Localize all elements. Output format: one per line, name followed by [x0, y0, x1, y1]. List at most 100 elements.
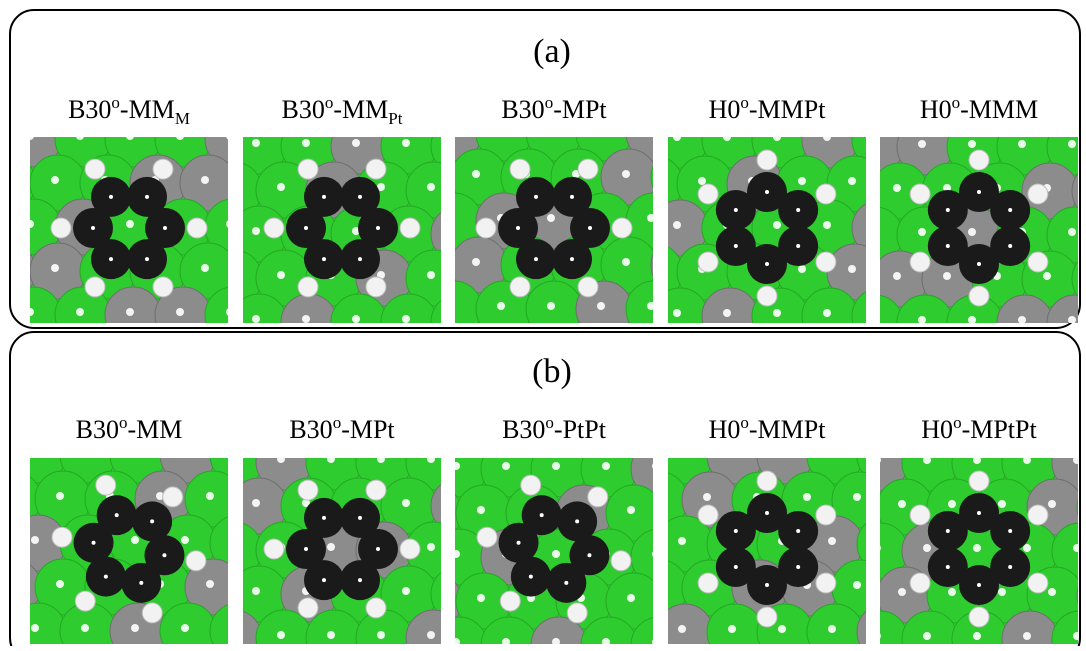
pt-atom	[627, 68, 683, 124]
atom-highlight	[698, 89, 706, 97]
atom-highlight	[734, 529, 738, 533]
atom-highlight	[327, 543, 335, 551]
atom-highlight	[402, 499, 410, 507]
atom-highlight	[653, 405, 661, 413]
atom-highlight	[227, 543, 235, 551]
title-sub: M	[175, 109, 190, 128]
title-sup: o	[545, 93, 554, 112]
atom-highlight	[115, 513, 119, 517]
atom-highlight	[652, 462, 660, 470]
atom-highlight	[81, 448, 89, 456]
panel-label: (b)	[532, 353, 572, 390]
atom-highlight	[968, 140, 976, 148]
atom-highlight	[1, 176, 9, 184]
hydrogen-atom	[969, 150, 989, 170]
pt-atom	[1077, 479, 1086, 535]
atom-highlight	[678, 449, 686, 457]
atom-highlight	[109, 257, 113, 261]
atom-highlight	[828, 537, 836, 545]
hydrogen-atom	[500, 591, 520, 611]
title-rest: -MPt	[553, 95, 607, 124]
atom-highlight	[277, 271, 285, 279]
pt-atom	[185, 383, 241, 439]
metal-atom	[0, 427, 16, 483]
title-main: B30	[68, 95, 111, 124]
pt-atom	[651, 61, 707, 117]
atom-highlight	[898, 500, 906, 508]
pt-atom	[235, 383, 291, 439]
atom-highlight	[873, 221, 881, 229]
atom-highlight	[868, 316, 876, 324]
atom-highlight	[968, 228, 976, 236]
title-main: H0	[920, 95, 952, 124]
atom-highlight	[923, 456, 931, 464]
atom-highlight	[145, 195, 149, 199]
atom-highlight	[878, 449, 886, 457]
atom-highlight	[56, 492, 64, 500]
structure-title: B30o-MPt	[501, 93, 607, 124]
atom-highlight	[150, 519, 154, 523]
pt-atom	[606, 397, 662, 453]
atom-highlight	[977, 583, 981, 587]
pt-atom	[381, 294, 437, 350]
atom-highlight	[502, 638, 510, 646]
atom-highlight	[828, 625, 836, 633]
atom-highlight	[377, 455, 385, 463]
atom-highlight	[653, 581, 661, 589]
hydrogen-atom	[611, 551, 631, 571]
structure-title: B30o-MPt	[289, 413, 395, 444]
atom-highlight	[898, 588, 906, 596]
panel-label: (a)	[533, 33, 571, 70]
atom-highlight	[304, 226, 308, 230]
atom-highlight	[648, 89, 656, 97]
hydrogen-atom	[757, 471, 777, 491]
atom-highlight	[427, 271, 435, 279]
atom-highlight	[226, 132, 234, 140]
title-rest: -MMM	[960, 95, 1038, 124]
atom-highlight	[56, 580, 64, 588]
atom-highlight	[402, 587, 410, 595]
pt-atom	[406, 74, 462, 130]
metal-atom	[281, 294, 337, 350]
hydrogen-atom	[969, 286, 989, 306]
metal-atom	[1077, 567, 1086, 623]
hydrogen-atom	[400, 218, 420, 238]
hydrogen-atom	[85, 277, 105, 297]
title-rest: -PtPt	[554, 415, 607, 444]
atom-highlight	[252, 587, 260, 595]
atom-highlight	[522, 82, 530, 90]
atom-highlight	[201, 176, 209, 184]
atom-highlight	[126, 220, 134, 228]
atom-highlight	[252, 139, 260, 147]
atom-highlight	[653, 493, 661, 501]
metal-atom	[105, 287, 161, 343]
atom-highlight	[1023, 632, 1031, 640]
atom-highlight	[973, 632, 981, 640]
atom-highlight	[977, 262, 981, 266]
atom-highlight	[1023, 456, 1031, 464]
atom-highlight	[622, 258, 630, 266]
atom-highlight	[873, 309, 881, 317]
atom-highlight	[898, 412, 906, 420]
atom-highlight	[628, 449, 636, 457]
atom-highlight	[673, 133, 681, 141]
pt-atom	[230, 67, 286, 123]
structure-title: B30o-PtPt	[502, 413, 607, 444]
atom-highlight	[402, 139, 410, 147]
hydrogen-atom	[186, 551, 206, 571]
atom-highlight	[973, 456, 981, 464]
hydrogen-atom	[757, 150, 777, 170]
atom-highlight	[973, 544, 981, 552]
atom-highlight	[427, 95, 435, 103]
hydrogen-atom	[298, 277, 318, 297]
pt-atom	[656, 397, 712, 453]
atom-highlight	[547, 302, 555, 310]
figure: (a)B30o-MMMB30o-MMPtB30o-MPtH0o-MMPtH0o-…	[0, 0, 1086, 646]
atom-highlight	[898, 89, 906, 97]
hydrogen-atom	[910, 573, 930, 593]
atom-highlight	[304, 547, 308, 551]
atom-highlight	[943, 272, 951, 280]
atom-highlight	[534, 257, 538, 261]
atom-highlight	[723, 309, 731, 317]
atom-highlight	[76, 308, 84, 316]
